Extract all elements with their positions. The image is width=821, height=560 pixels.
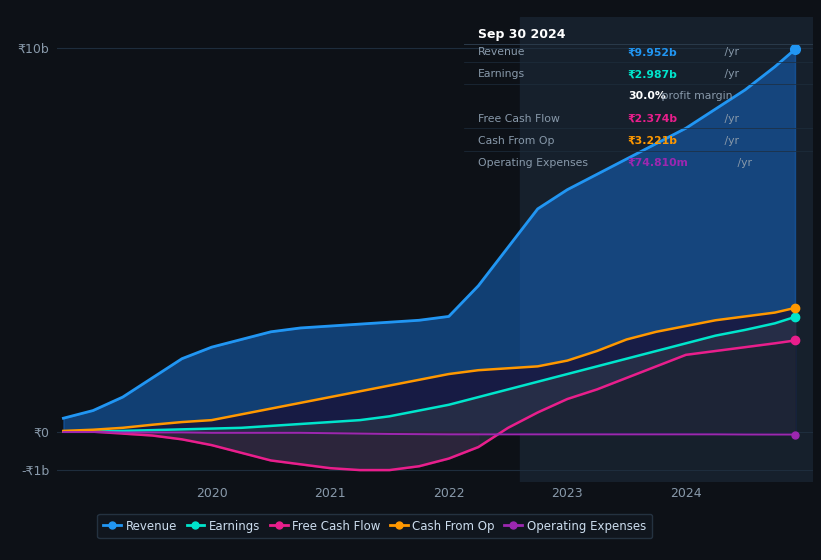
Text: /yr: /yr	[721, 136, 739, 146]
Text: profit margin: profit margin	[658, 91, 732, 101]
Text: ₹2.374b: ₹2.374b	[628, 114, 678, 124]
Text: /yr: /yr	[721, 47, 739, 57]
Text: /yr: /yr	[721, 114, 739, 124]
Text: Earnings: Earnings	[478, 69, 525, 80]
Text: 30.0%: 30.0%	[628, 91, 666, 101]
Text: Revenue: Revenue	[478, 47, 525, 57]
Text: ₹9.952b: ₹9.952b	[628, 47, 677, 57]
Text: Cash From Op: Cash From Op	[478, 136, 554, 146]
Text: ₹74.810m: ₹74.810m	[628, 158, 689, 167]
Legend: Revenue, Earnings, Free Cash Flow, Cash From Op, Operating Expenses: Revenue, Earnings, Free Cash Flow, Cash …	[98, 514, 652, 539]
Text: Sep 30 2024: Sep 30 2024	[478, 28, 566, 41]
Text: /yr: /yr	[721, 69, 739, 80]
Text: ₹3.221b: ₹3.221b	[628, 136, 678, 146]
Text: Free Cash Flow: Free Cash Flow	[478, 114, 560, 124]
Text: ₹2.987b: ₹2.987b	[628, 69, 677, 80]
Text: /yr: /yr	[734, 158, 752, 167]
Bar	[520, 17, 813, 482]
Text: Operating Expenses: Operating Expenses	[478, 158, 588, 167]
